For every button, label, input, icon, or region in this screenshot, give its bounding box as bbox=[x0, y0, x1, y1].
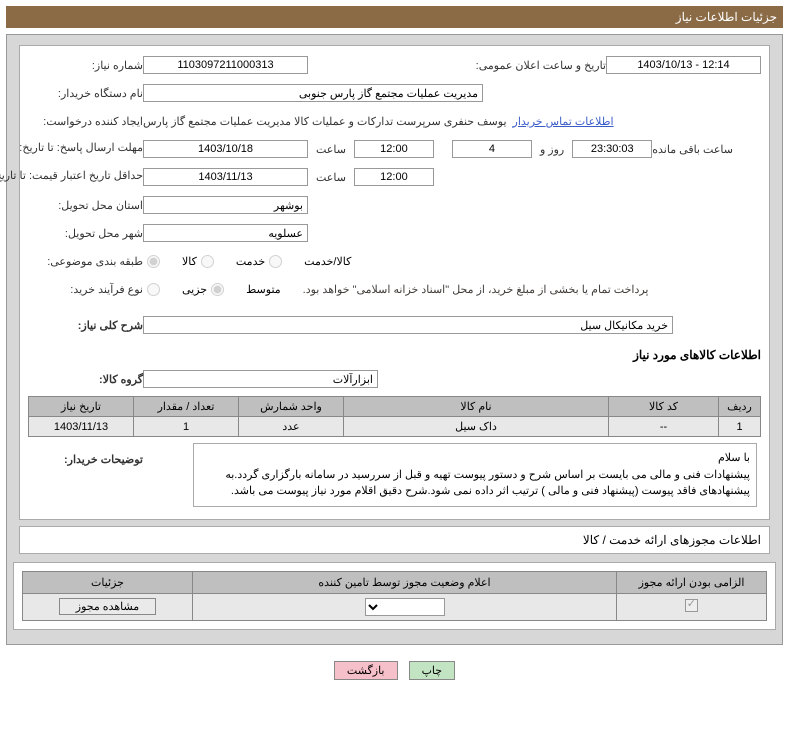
label-days-and: روز و bbox=[540, 143, 564, 156]
link-buyer-contact[interactable]: اطلاعات تماس خریدار bbox=[513, 115, 614, 128]
select-status[interactable] bbox=[365, 598, 445, 616]
input-validity-date[interactable] bbox=[143, 168, 308, 186]
buyer-notes-text: با سلام پیشنهادات فنی و مالی می بایست بر… bbox=[225, 452, 750, 497]
label-remaining: ساعت باقی مانده bbox=[652, 143, 733, 156]
input-validity-time[interactable] bbox=[354, 168, 434, 186]
radio-cat-goods-service bbox=[269, 255, 282, 268]
radio-pt-medium bbox=[211, 283, 224, 296]
label-time-2: ساعت bbox=[316, 171, 346, 184]
cell-name: داک سیل bbox=[344, 417, 609, 437]
row-purchase-type: نوع فرآیند خرید: جزیی متوسط پرداخت تمام … bbox=[28, 278, 761, 300]
license-title-bar: اطلاعات مجوزهای ارائه خدمت / کالا bbox=[19, 526, 770, 554]
cell-needdate: 1403/11/13 bbox=[29, 417, 134, 437]
input-announce[interactable] bbox=[606, 56, 761, 74]
th-qty: تعداد / مقدار bbox=[134, 397, 239, 417]
label-pt-medium: متوسط bbox=[246, 283, 281, 296]
print-button[interactable]: چاپ bbox=[409, 661, 456, 680]
checkbox-mandatory bbox=[685, 599, 698, 612]
input-province[interactable] bbox=[143, 196, 308, 214]
purchase-note: پرداخت تمام یا بخشی از مبلغ خرید، از محل… bbox=[303, 283, 649, 296]
cell-mandatory bbox=[617, 593, 767, 620]
label-cat-goods: کالا bbox=[182, 255, 197, 268]
row-summary: شرح کلی نیاز: bbox=[28, 314, 761, 336]
label-buyer-org: نام دستگاه خریدار: bbox=[28, 87, 143, 100]
details-panel: شماره نیاز: تاریخ و ساعت اعلان عمومی: نا… bbox=[19, 45, 770, 520]
buyer-notes-box: با سلام پیشنهادات فنی و مالی می بایست بر… bbox=[193, 443, 757, 507]
table-row: 1 -- داک سیل عدد 1 1403/11/13 bbox=[29, 417, 761, 437]
label-time-1: ساعت bbox=[316, 143, 346, 156]
row-category: طبقه بندی موضوعی: کالا خدمت کالا/خدمت bbox=[28, 250, 761, 272]
back-button[interactable]: بازگشت bbox=[334, 661, 398, 680]
page-header: جزئیات اطلاعات نیاز bbox=[6, 6, 783, 28]
row-province: استان محل تحویل: bbox=[28, 194, 761, 216]
radio-cat-service bbox=[201, 255, 214, 268]
th-code: کد کالا bbox=[609, 397, 719, 417]
row-group: گروه کالا: bbox=[28, 368, 761, 390]
license-table: الزامی بودن ارائه مجوز اعلام وضعیت مجوز … bbox=[22, 571, 767, 621]
items-table: ردیف کد کالا نام کالا واحد شمارش تعداد /… bbox=[28, 396, 761, 437]
license-title: اطلاعات مجوزهای ارائه خدمت / کالا bbox=[28, 531, 761, 549]
row-buyer-org: نام دستگاه خریدار: bbox=[28, 82, 761, 104]
th-details: جزئیات bbox=[23, 571, 193, 593]
label-summary: شرح کلی نیاز: bbox=[28, 319, 143, 332]
row-deadline: مهلت ارسال پاسخ: تا تاریخ: ساعت روز و سا… bbox=[28, 138, 761, 160]
section-items-title: اطلاعات کالاهای مورد نیاز bbox=[28, 348, 761, 362]
row-validity: حداقل تاریخ اعتبار قیمت: تا تاریخ: ساعت bbox=[28, 166, 761, 188]
main-container: شماره نیاز: تاریخ و ساعت اعلان عمومی: نا… bbox=[6, 34, 783, 645]
row-request-no: شماره نیاز: تاریخ و ساعت اعلان عمومی: bbox=[28, 54, 761, 76]
cell-row: 1 bbox=[719, 417, 761, 437]
input-buyer-org[interactable] bbox=[143, 84, 483, 102]
cell-unit: عدد bbox=[239, 417, 344, 437]
input-request-no[interactable] bbox=[143, 56, 308, 74]
radio-cat-goods bbox=[147, 255, 160, 268]
th-mandatory: الزامی بودن ارائه مجوز bbox=[617, 571, 767, 593]
value-creator: یوسف حنفری سرپرست تدارکات و عملیات کالا … bbox=[143, 115, 507, 128]
label-announce: تاریخ و ساعت اعلان عمومی: bbox=[476, 59, 606, 72]
label-group: گروه کالا: bbox=[28, 373, 143, 386]
input-deadline-date[interactable] bbox=[143, 140, 308, 158]
page-title: جزئیات اطلاعات نیاز bbox=[676, 10, 777, 24]
cell-code: -- bbox=[609, 417, 719, 437]
cell-status bbox=[193, 593, 617, 620]
label-cat-goods-service: کالا/خدمت bbox=[304, 255, 351, 268]
th-unit: واحد شمارش bbox=[239, 397, 344, 417]
th-row: ردیف bbox=[719, 397, 761, 417]
input-deadline-time[interactable] bbox=[354, 140, 434, 158]
label-validity: حداقل تاریخ اعتبار قیمت: تا تاریخ: bbox=[28, 170, 143, 183]
label-province: استان محل تحویل: bbox=[28, 199, 143, 212]
th-needdate: تاریخ نیاز bbox=[29, 397, 134, 417]
label-request-no: شماره نیاز: bbox=[28, 59, 143, 72]
label-buyer-notes: توضیحات خریدار: bbox=[28, 437, 143, 466]
buyer-notes-wrapper: توضیحات خریدار: با سلام پیشنهادات فنی و … bbox=[28, 437, 761, 511]
input-city[interactable] bbox=[143, 224, 308, 242]
label-cat-service: خدمت bbox=[236, 255, 265, 268]
radio-pt-minor bbox=[147, 283, 160, 296]
input-countdown[interactable] bbox=[572, 140, 652, 158]
input-group[interactable] bbox=[143, 370, 378, 388]
footer-buttons: چاپ بازگشت bbox=[0, 651, 789, 694]
label-creator: ایجاد کننده درخواست: bbox=[28, 115, 143, 128]
cell-qty: 1 bbox=[134, 417, 239, 437]
input-summary[interactable] bbox=[143, 316, 673, 334]
label-category: طبقه بندی موضوعی: bbox=[28, 255, 143, 268]
license-panel: الزامی بودن ارائه مجوز اعلام وضعیت مجوز … bbox=[13, 562, 776, 630]
input-days-left[interactable] bbox=[452, 140, 532, 158]
row-creator: ایجاد کننده درخواست: یوسف حنفری سرپرست ت… bbox=[28, 110, 761, 132]
th-status: اعلام وضعیت مجوز توسط تامین کننده bbox=[193, 571, 617, 593]
cell-details: مشاهده مجوز bbox=[23, 593, 193, 620]
label-deadline: مهلت ارسال پاسخ: تا تاریخ: bbox=[28, 142, 143, 155]
label-pt-minor: جزیی bbox=[182, 283, 207, 296]
license-row: مشاهده مجوز bbox=[23, 593, 767, 620]
label-city: شهر محل تحویل: bbox=[28, 227, 143, 240]
th-name: نام کالا bbox=[344, 397, 609, 417]
label-purchase-type: نوع فرآیند خرید: bbox=[28, 283, 143, 296]
row-city: شهر محل تحویل: bbox=[28, 222, 761, 244]
view-license-button[interactable]: مشاهده مجوز bbox=[59, 598, 156, 615]
